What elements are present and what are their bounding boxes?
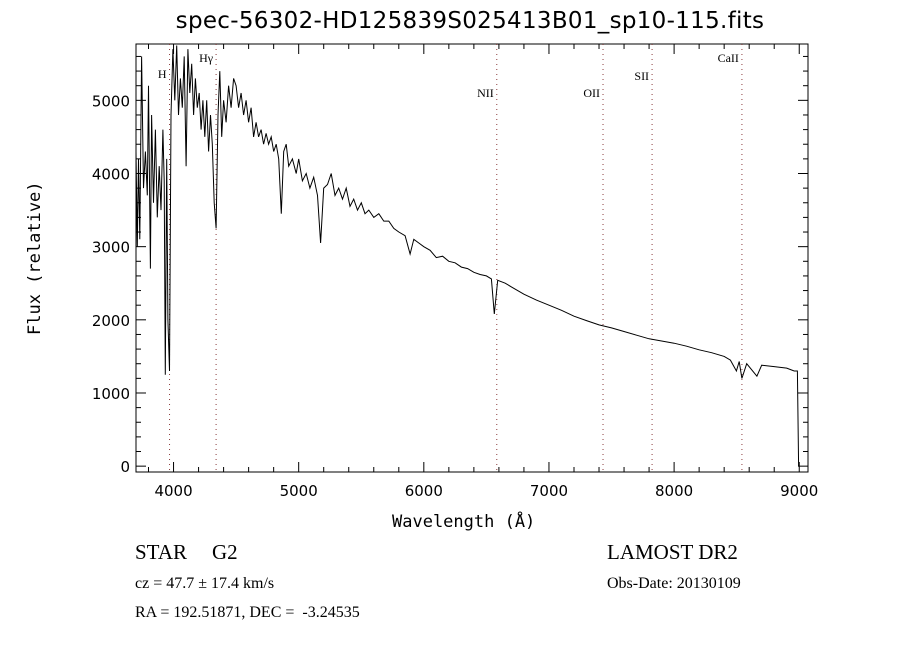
obs-date: Obs-Date: 20130109 bbox=[607, 575, 741, 592]
marker-label-SII: SII bbox=[634, 69, 649, 83]
x-tick-label: 5000 bbox=[280, 482, 318, 500]
plot-frame bbox=[135, 43, 809, 473]
chart-title: spec-56302-HD125839S025413B01_sp10-115.f… bbox=[175, 8, 765, 34]
marker-label-NII: NII bbox=[477, 86, 494, 100]
marker-label-CaII: CaII bbox=[718, 51, 739, 65]
x-tick-label: 8000 bbox=[655, 482, 693, 500]
spectrum-line bbox=[135, 45, 800, 467]
marker-label-H: H bbox=[158, 67, 167, 81]
x-tick-label: 4000 bbox=[154, 482, 192, 500]
y-tick-label: 2000 bbox=[92, 312, 130, 330]
y-tick-label: 3000 bbox=[92, 239, 130, 257]
y-tick-label: 4000 bbox=[92, 165, 130, 183]
x-axis-label: Wavelength (Å) bbox=[392, 512, 536, 532]
x-tick-label: 9000 bbox=[780, 482, 818, 500]
y-tick-label: 1000 bbox=[92, 385, 130, 403]
y-tick-label: 0 bbox=[120, 458, 130, 476]
x-tick-label: 6000 bbox=[405, 482, 443, 500]
y-axis-label: Flux (relative) bbox=[25, 181, 45, 335]
object-subclass: G2 bbox=[212, 540, 238, 564]
survey-name: LAMOST DR2 bbox=[607, 540, 738, 564]
redshift-text: cz = 47.7 ± 17.4 km/s bbox=[135, 575, 275, 592]
marker-label-OII: OII bbox=[583, 86, 600, 100]
coordinates: RA = 192.51871, DEC = -3.24535 bbox=[135, 604, 360, 621]
y-tick-label: 5000 bbox=[92, 92, 130, 110]
object-class: STAR bbox=[135, 540, 187, 564]
marker-label-Hγ: Hγ bbox=[199, 51, 214, 65]
x-tick-label: 7000 bbox=[530, 482, 568, 500]
